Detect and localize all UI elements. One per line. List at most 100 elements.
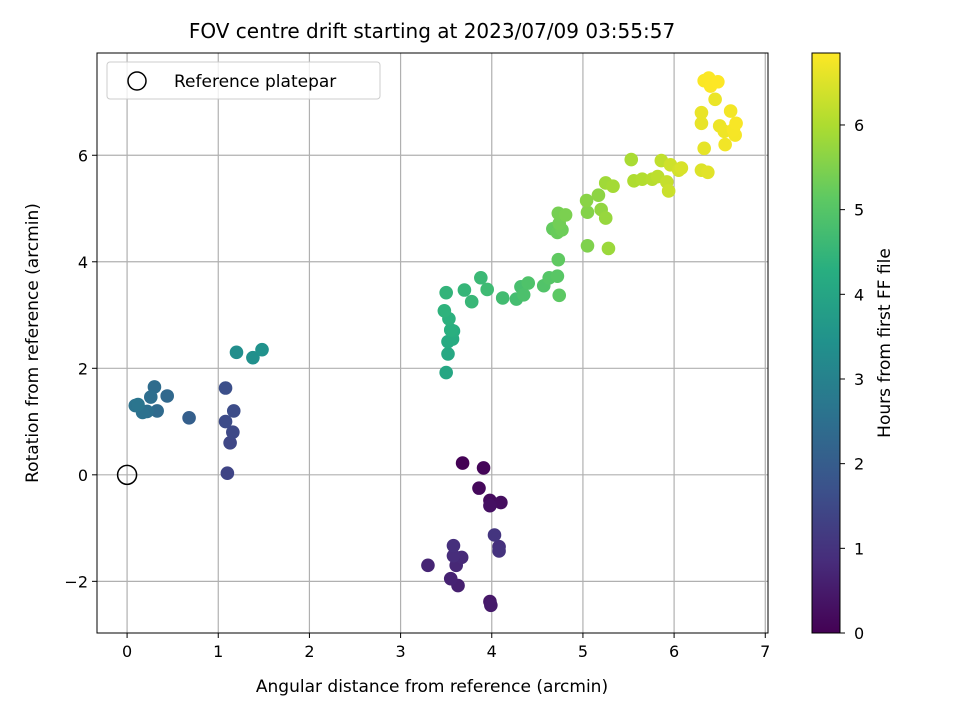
plot-frame [96,52,769,634]
colorbar-tick-label: 4 [854,285,864,304]
data-point [624,152,639,167]
colorbar-gradient [812,53,840,633]
colorbar-label: Hours from first FF file [875,248,895,438]
data-point [552,288,567,303]
data-point [464,294,479,309]
data-point [492,544,506,558]
data-point [579,193,594,208]
y-axis-label: Rotation from reference (arcmin) [23,203,43,483]
colorbar-tick-label: 6 [854,116,864,135]
data-point [697,141,711,156]
colorbar: 0 1 2 3 4 5 6 Hours from first FF file [811,52,895,643]
data-point [246,350,260,365]
colorbar-tick-label: 0 [854,624,864,643]
y-tick-label: 4 [78,253,88,272]
data-point [476,461,491,475]
data-point [551,252,566,267]
data-point [661,184,676,198]
data-point [591,188,606,203]
data-point [718,137,732,152]
data-point [598,211,613,225]
data-point [483,498,497,513]
data-point [708,92,722,107]
x-tick-label: 7 [760,642,770,661]
data-point [150,404,164,418]
y-tick-label: 0 [78,466,88,485]
chart-title: FOV centre drift starting at 2023/07/09 … [189,19,675,43]
data-point [729,116,743,131]
data-point [441,347,455,361]
legend-entry-label: Reference platepar [174,72,336,92]
x-tick-label: 3 [395,642,405,661]
data-point [218,414,233,429]
data-point [601,241,616,256]
colorbar-tick-label: 3 [854,370,864,389]
data-point [495,291,510,305]
x-axis-label: Angular distance from reference (arcmin) [256,677,608,697]
x-tick-label: 5 [578,642,588,661]
data-point [446,548,461,563]
data-point [480,282,495,297]
data-point [472,481,486,495]
x-tick-label: 1 [213,642,223,661]
colorbar-tick-label: 1 [854,539,864,558]
data-point [439,365,453,380]
data-point [516,287,531,302]
x-tick-label: 6 [669,642,679,661]
axis-ticks: 0 1 2 3 4 5 6 7 −2 0 2 4 6 [64,146,770,661]
data-point [131,397,145,412]
data-point [606,179,620,193]
data-point [218,381,233,395]
x-tick-label: 0 [122,642,132,661]
colorbar-tick-label: 2 [854,455,864,474]
data-point [487,528,502,542]
y-tick-label: 2 [78,359,88,378]
grid-lines [97,53,768,633]
data-point [558,208,573,222]
data-point [635,172,649,187]
data-point [437,303,452,318]
data-point [694,105,709,120]
y-tick-label: 6 [78,146,88,165]
data-point [143,390,158,404]
data-point [229,345,244,360]
data-point [580,239,595,253]
data-point [521,276,536,290]
data-point [674,161,689,175]
data-points [116,71,743,613]
data-point [701,165,715,180]
data-point [443,323,458,337]
data-point [711,74,725,89]
colorbar-tick-label: 5 [854,201,864,220]
colorbar-ticks: 0 1 2 3 4 5 6 [840,116,864,643]
data-point [439,285,453,300]
legend: Reference platepar [106,61,381,100]
y-tick-label: −2 [64,572,88,591]
colorbar-frame [811,52,841,634]
data-point [457,283,472,297]
x-tick-label: 2 [304,642,314,661]
data-point [160,389,174,403]
data-point [580,205,595,220]
data-point [226,425,240,440]
data-point [226,404,241,418]
data-point [723,104,738,118]
data-point [550,269,565,283]
data-point [255,342,269,357]
x-tick-label: 4 [487,642,497,661]
data-point [220,466,235,481]
data-point [484,598,498,613]
data-point [694,116,709,131]
data-point [474,270,488,285]
data-point [223,436,237,450]
data-point [446,538,461,553]
data-point [455,456,470,470]
legend-box [106,61,381,100]
data-point [182,411,196,425]
data-point [421,558,435,573]
legend-marker-open-circle [127,71,147,91]
data-point [494,495,508,510]
data-point [443,571,458,586]
